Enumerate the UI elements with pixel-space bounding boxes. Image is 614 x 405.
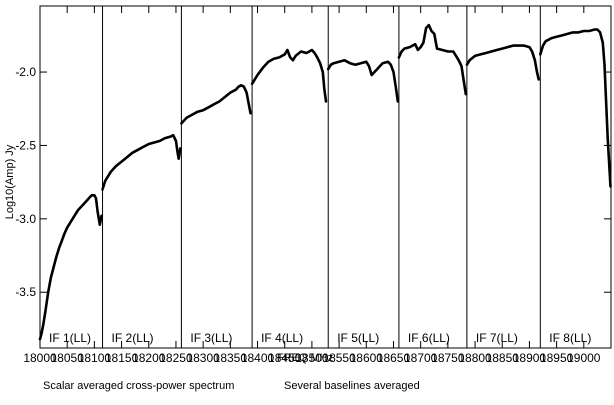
spectrum-trace-2 bbox=[101, 133, 182, 191]
panel-labels: IF 1(LL) IF 2(LL) IF 3(LL) IF 4(LL) IF 5(LL)… bbox=[49, 331, 591, 345]
x-tick-label-3-1: 18450 bbox=[268, 351, 302, 365]
panel-label-1: IF 1(LL) bbox=[49, 331, 91, 345]
footer-right-note: Several baselines averaged bbox=[284, 380, 420, 392]
x-tick-label-6-1: 18850 bbox=[486, 351, 520, 365]
x-tick-label-6-2: 18900 bbox=[513, 351, 547, 365]
spectrum-trace-6 bbox=[397, 23, 468, 96]
tick-marks bbox=[39, 6, 611, 348]
x-tick-label-0-1: 18050 bbox=[51, 351, 85, 365]
spectrum-trace-5 bbox=[326, 58, 400, 103]
x-axis-title: FREQ MHz bbox=[277, 352, 333, 364]
panel-label-8: IF 8(LL) bbox=[549, 331, 591, 345]
y-axis-title: Log10(Amp) Jy bbox=[4, 144, 16, 219]
x-tick-label-0-0: 18000 bbox=[23, 351, 57, 365]
x-tick-label-6-0: 18800 bbox=[458, 351, 492, 365]
tick-labels: -3.5 -3.0 -2.5 -2.0 180001805018100181501820… bbox=[15, 65, 601, 365]
x-tick-label-3-2: 18500 bbox=[295, 351, 329, 365]
panel-label-3: IF 3(LL) bbox=[190, 331, 232, 345]
spectrum-trace-8 bbox=[538, 28, 612, 188]
x-tick-label-5-0: 18700 bbox=[404, 351, 438, 365]
x-tick-label-4-0: 18550 bbox=[322, 351, 356, 365]
x-tick-label-0-2: 18100 bbox=[78, 351, 112, 365]
y-tick-label-0: -3.5 bbox=[15, 285, 36, 299]
x-tick-label-4-2: 18650 bbox=[377, 351, 411, 365]
panel-label-5: IF 5(LL) bbox=[337, 331, 379, 345]
x-tick-label-7-1: 19000 bbox=[567, 351, 601, 365]
axes-frame bbox=[39, 5, 612, 349]
x-tick-label-7-0: 18950 bbox=[540, 351, 574, 365]
x-tick-label-1-1: 18200 bbox=[132, 351, 166, 365]
plot-frame bbox=[39, 5, 612, 349]
spectrum-trace-7 bbox=[465, 44, 541, 81]
x-tick-label-2-1: 18350 bbox=[214, 351, 248, 365]
y-tick-label-3: -2.0 bbox=[15, 65, 36, 79]
spectrum-traces bbox=[38, 23, 612, 341]
y-tick-label-1: -3.0 bbox=[15, 212, 36, 226]
spectrum-trace-4 bbox=[250, 48, 328, 103]
x-tick-label-2-0: 18300 bbox=[186, 351, 220, 365]
footer-left-note: Scalar averaged cross-power spectrum bbox=[43, 380, 234, 392]
spectrum-trace-1 bbox=[38, 194, 103, 341]
x-tick-label-5-1: 18750 bbox=[431, 351, 465, 365]
y-tick-label-2: -2.5 bbox=[15, 138, 36, 152]
panel-label-6: IF 6(LL) bbox=[408, 331, 450, 345]
panel-label-7: IF 7(LL) bbox=[476, 331, 518, 345]
x-tick-label-3-0: 18400 bbox=[241, 351, 275, 365]
panel-label-4: IF 4(LL) bbox=[261, 331, 303, 345]
panel-label-2: IF 2(LL) bbox=[112, 331, 154, 345]
spectrum-trace-3 bbox=[180, 84, 252, 125]
x-tick-label-1-0: 18150 bbox=[105, 351, 139, 365]
x-tick-label-1-2: 18250 bbox=[159, 351, 193, 365]
x-tick-label-4-1: 18600 bbox=[350, 351, 384, 365]
